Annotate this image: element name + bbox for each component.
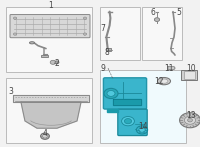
Text: 6: 6: [151, 8, 155, 17]
Circle shape: [184, 116, 196, 124]
Bar: [184, 71, 195, 78]
Bar: [100, 7, 140, 60]
Bar: [41, 55, 48, 57]
Text: 10: 10: [186, 64, 196, 73]
Text: 3: 3: [9, 87, 13, 96]
FancyBboxPatch shape: [118, 109, 147, 136]
Circle shape: [124, 118, 132, 124]
Text: 4: 4: [43, 129, 47, 138]
Text: 12: 12: [154, 77, 164, 86]
Circle shape: [83, 33, 87, 35]
Ellipse shape: [160, 79, 168, 83]
Circle shape: [136, 126, 148, 134]
Polygon shape: [107, 109, 118, 112]
Bar: [142, 7, 182, 60]
Ellipse shape: [158, 77, 170, 85]
Text: 14: 14: [138, 122, 148, 131]
Text: 9: 9: [101, 64, 105, 73]
Circle shape: [83, 17, 87, 19]
Text: 5: 5: [177, 8, 181, 17]
Circle shape: [107, 91, 115, 96]
Circle shape: [154, 18, 160, 21]
Text: 11: 11: [164, 64, 174, 73]
Circle shape: [50, 60, 56, 64]
Circle shape: [55, 61, 59, 64]
Text: 2: 2: [55, 59, 59, 68]
Polygon shape: [13, 95, 89, 102]
Text: 1: 1: [49, 1, 53, 10]
Polygon shape: [113, 99, 141, 105]
Text: 13: 13: [186, 111, 196, 120]
Polygon shape: [168, 67, 175, 70]
Bar: [181, 70, 197, 80]
Circle shape: [188, 118, 192, 122]
FancyBboxPatch shape: [103, 78, 147, 109]
Text: 8: 8: [105, 48, 109, 57]
Bar: [106, 48, 111, 51]
Circle shape: [180, 113, 200, 128]
Bar: [100, 70, 186, 143]
Polygon shape: [21, 102, 81, 128]
Circle shape: [42, 134, 48, 138]
Circle shape: [13, 33, 17, 35]
Circle shape: [13, 17, 17, 19]
Circle shape: [139, 128, 145, 132]
Bar: [6, 77, 92, 143]
Circle shape: [41, 133, 49, 139]
Circle shape: [104, 88, 118, 98]
Bar: [6, 7, 92, 72]
FancyBboxPatch shape: [10, 15, 90, 38]
Text: 7: 7: [101, 24, 105, 33]
Ellipse shape: [30, 42, 35, 44]
Circle shape: [122, 117, 134, 126]
